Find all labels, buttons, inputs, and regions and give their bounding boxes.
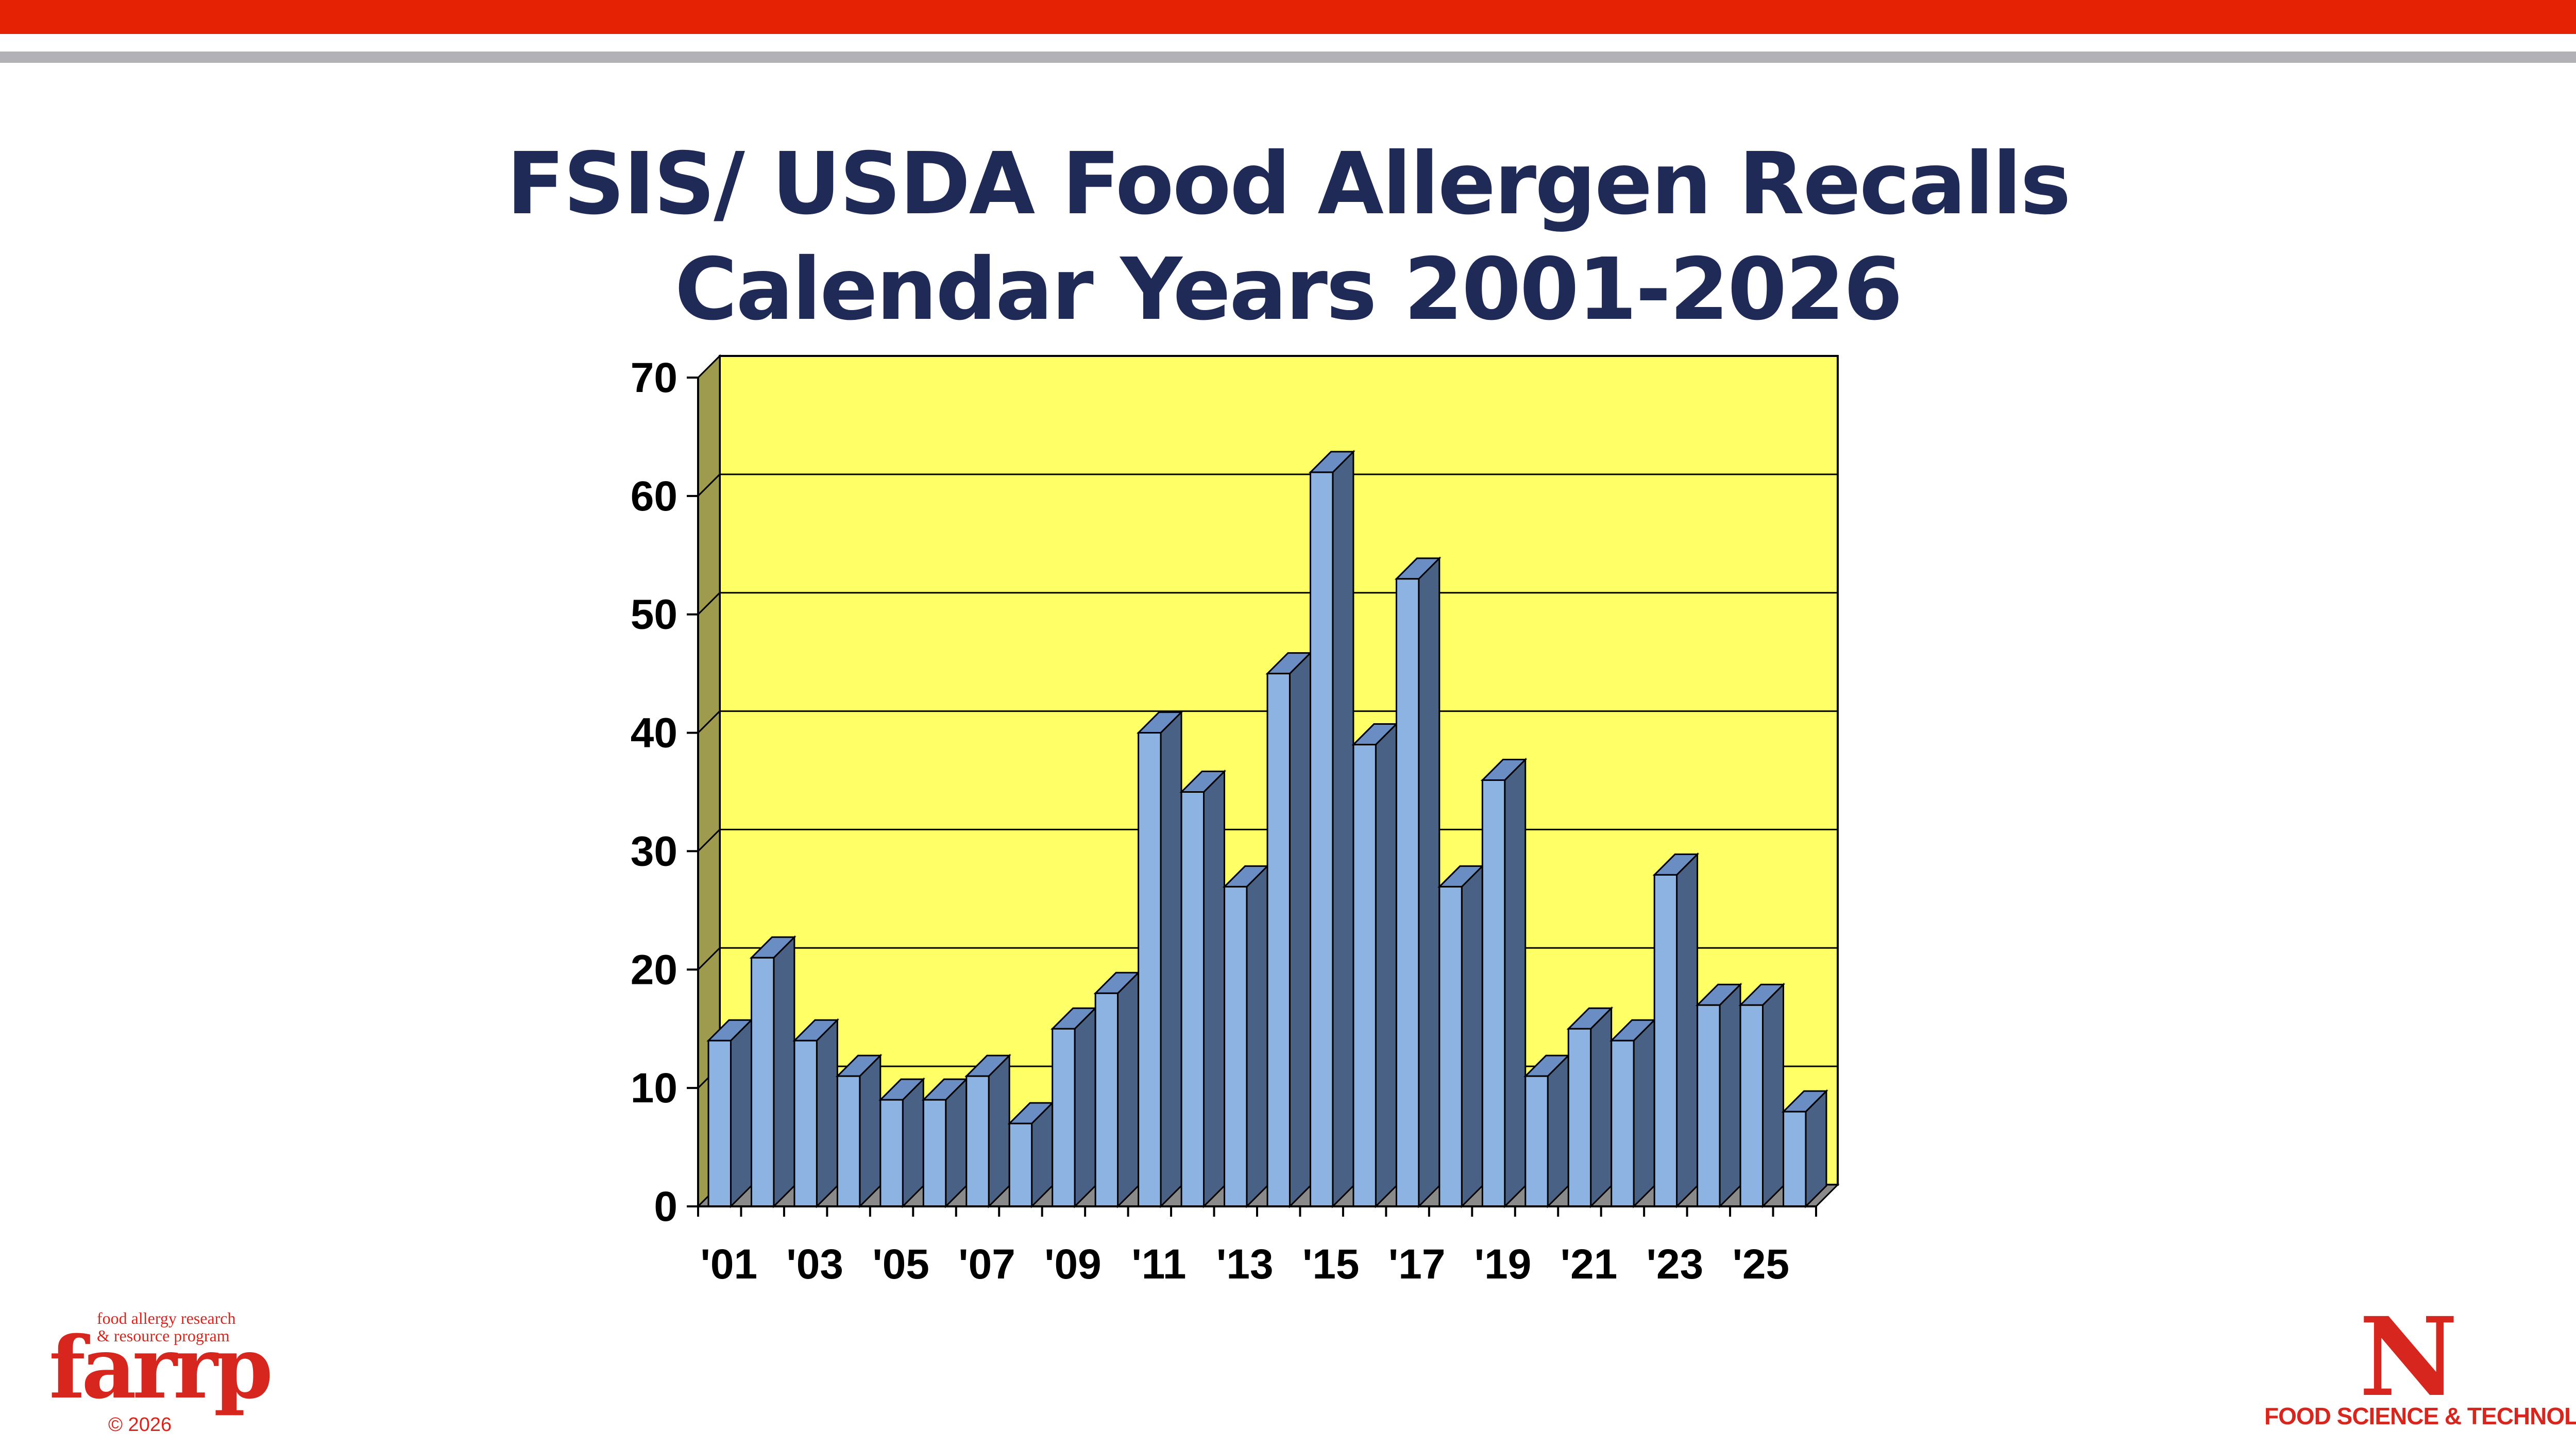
gridline-side [697, 710, 721, 734]
bar-side [1246, 864, 1268, 1208]
slide-title-line1: FSIS/ USDA Food Allergen Recalls [506, 134, 2071, 234]
bar [1266, 673, 1291, 1207]
x-tick-label: '07 [958, 1241, 1015, 1288]
x-tick-label: '11 [1131, 1241, 1186, 1288]
gridline-side [697, 355, 721, 379]
bar-side [1762, 982, 1785, 1208]
farrp-tagline-line1: food allergy research [97, 1309, 236, 1327]
x-tick-label: '19 [1475, 1241, 1532, 1288]
x-tick-label: '15 [1302, 1241, 1360, 1288]
bar-side [1203, 769, 1226, 1208]
y-tick-label: 30 [631, 828, 677, 875]
bar [1008, 1122, 1033, 1207]
gridline-side [697, 829, 721, 852]
bar-side [1461, 864, 1483, 1208]
bar [1352, 744, 1377, 1207]
bar [1180, 791, 1205, 1207]
gridline-side [697, 592, 721, 615]
bar-side [1547, 1053, 1569, 1208]
bar-side [730, 1018, 752, 1208]
y-tick-label: 60 [631, 473, 677, 520]
slide-title-line2: Calendar Years 2001-2026 [674, 240, 1903, 339]
bar [1052, 1028, 1076, 1207]
gray-divider-rule [0, 52, 2576, 63]
bar [1309, 471, 1334, 1207]
bar [1138, 732, 1162, 1207]
top-accent-bar [0, 0, 2576, 34]
bar [1395, 578, 1420, 1207]
y-tick-label: 10 [631, 1065, 677, 1112]
bar [836, 1075, 861, 1207]
bar [1783, 1111, 1807, 1207]
bar [1094, 992, 1119, 1207]
x-tick-label: '25 [1732, 1241, 1789, 1288]
nebraska-n-logo: N [2359, 1303, 2458, 1406]
farrp-tagline-line2: & resource program [97, 1326, 230, 1345]
bar [1697, 1004, 1721, 1207]
x-tick-label: '17 [1388, 1241, 1446, 1288]
bar-side [1590, 1006, 1613, 1208]
y-tick-label: 0 [654, 1183, 677, 1230]
y-tick-label: 50 [631, 591, 677, 638]
bar-side [859, 1053, 882, 1208]
bar-side [1160, 710, 1182, 1208]
bar-side [1676, 852, 1699, 1208]
bar [1524, 1075, 1549, 1207]
unl-department-caption: FOOD SCIENCE & TECHNOLOGY [2264, 1403, 2576, 1429]
bar [793, 1039, 818, 1207]
x-tick-label: '05 [872, 1241, 929, 1288]
bar-side [1504, 757, 1527, 1208]
y-tick-label: 70 [631, 354, 677, 401]
bar-side [773, 935, 795, 1208]
x-tick-label: '03 [786, 1241, 843, 1288]
bar [879, 1099, 904, 1207]
bar [750, 957, 775, 1207]
x-tick-label: '13 [1216, 1241, 1274, 1288]
bar-side [816, 1018, 838, 1208]
bar [707, 1039, 732, 1207]
x-tick-label: '09 [1044, 1241, 1101, 1288]
x-tick-label: '01 [700, 1241, 757, 1288]
farrp-tagline: food allergy research & resource program [97, 1309, 282, 1344]
farrp-logo: farrp [49, 1318, 273, 1418]
bar [1653, 874, 1678, 1207]
bar [1481, 779, 1506, 1207]
y-tick-label: 20 [631, 946, 677, 993]
bar [1438, 885, 1463, 1207]
bar-side [1375, 722, 1397, 1208]
slide-title: FSIS/ USDA Food Allergen Recalls Calenda… [0, 131, 2576, 343]
gridline-side [697, 947, 721, 970]
copyright-text: © 2026 [108, 1414, 172, 1436]
bar-side [1074, 1006, 1096, 1208]
bar-side [1289, 651, 1311, 1208]
bar-side [1117, 970, 1140, 1208]
bar [1567, 1028, 1592, 1207]
x-tick-label: '21 [1561, 1241, 1618, 1288]
y-tick-label: 40 [631, 710, 677, 757]
nebraska-n-glyph: N [2359, 1303, 2458, 1406]
gridline-side [697, 473, 721, 497]
bar [1611, 1039, 1635, 1207]
bar-side [1332, 450, 1354, 1208]
bar-side [945, 1077, 968, 1208]
x-tick-label: '23 [1647, 1241, 1704, 1288]
bar [1224, 885, 1248, 1207]
bar-side [1418, 556, 1440, 1208]
bar-side [1719, 982, 1741, 1208]
bar-side [1633, 1018, 1655, 1208]
bar-side [902, 1077, 924, 1208]
bar-side [988, 1053, 1010, 1208]
bar [922, 1099, 947, 1207]
bar [965, 1075, 990, 1207]
bar [1739, 1004, 1764, 1207]
